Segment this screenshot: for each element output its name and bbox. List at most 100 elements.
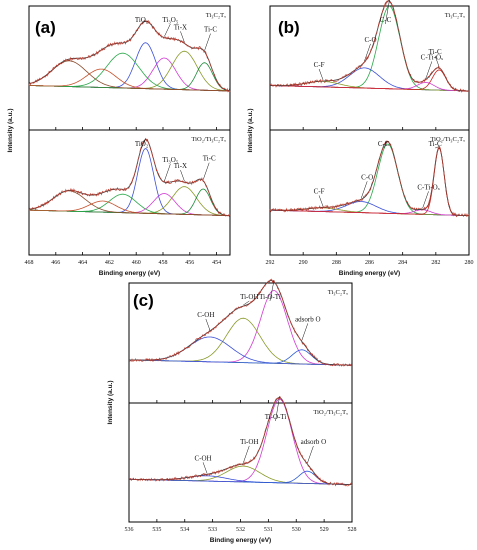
panel-b-sub0-peak-label-1: C-O bbox=[364, 36, 376, 44]
panel-a-tick-label-0: 468 bbox=[25, 260, 34, 266]
panel-a-sub1-peak-label-2: Ti-X bbox=[174, 162, 187, 170]
panel-a-x-axis-label: Binding energy (eV) bbox=[99, 270, 160, 277]
panel-c-sub1-pointer-0 bbox=[275, 396, 280, 422]
panel-a-sub1-pointer-3 bbox=[202, 162, 210, 180]
panel-a-sub0-raw-data bbox=[28, 19, 231, 93]
panel-c-sub0-sample-label: Ti₃C₂Tₓ bbox=[328, 289, 348, 296]
panel-c-sub1-peak-label-2: C-OH bbox=[194, 454, 211, 462]
panel-a-sub1-sample-label: TiO₂/Ti₃C₂Tₓ bbox=[191, 136, 226, 143]
panel-a-y-axis-label: Intensity (a.u.) bbox=[7, 108, 14, 152]
panel-a-sub1-pointer-2 bbox=[180, 170, 185, 182]
panel-b-sub0-peak-label-4: Ti-C bbox=[429, 48, 442, 56]
panel-a-sub1-pointer-1 bbox=[164, 164, 171, 182]
panel-a-sub1-pointer-0 bbox=[141, 138, 146, 149]
panel-c-sub1-peak-label-3: adsorb O bbox=[301, 438, 326, 446]
panel-c-sub1-sample-label: TiO₂/Ti₃C₂Tₓ bbox=[313, 409, 348, 416]
panel-b-sub0-pointer-3 bbox=[425, 61, 433, 79]
panel-a-sub0-peak-label-3: Ti-C bbox=[204, 26, 217, 34]
panel-a-sub1-peak-label-3: Ti-C bbox=[203, 155, 216, 163]
panel-c-x-axis-label: Binding energy (eV) bbox=[210, 537, 271, 544]
panel-b-sub0-pointer-4 bbox=[434, 55, 440, 67]
panel-b-sub0-sample-label: Ti₃C₂Tₓ bbox=[445, 12, 465, 19]
panel-a-tick-label-3: 462 bbox=[105, 260, 114, 266]
panel-c-sub0-pointer-0 bbox=[269, 280, 275, 302]
panel-a-sub0-sample-label: Ti₃C₂Tₓ bbox=[206, 12, 226, 19]
panel-b-letter: (b) bbox=[278, 18, 300, 37]
panel-a-sub0-peak-label-1: Ti₃O₅ bbox=[162, 16, 178, 24]
panel-b-sub0-peak-1 bbox=[270, 67, 470, 92]
panel-b-sub0-envelope bbox=[270, 0, 470, 92]
panel-a-sub1-peak-label-0: TiO₂ bbox=[135, 140, 149, 148]
panel-b-sub1-pointer-3 bbox=[422, 191, 429, 209]
panel-a-tick-label-6: 456 bbox=[185, 260, 194, 266]
panel-b-sub1-peak-label-0: C-C bbox=[378, 140, 390, 148]
panel-b-sub0-pointer-0 bbox=[385, 0, 390, 25]
panel-b-tick-label-6: 280 bbox=[465, 260, 474, 266]
panel-b-sub1-peak-4 bbox=[270, 147, 469, 216]
panel-c-sub1-peak-3 bbox=[129, 470, 352, 485]
panel-c-tick-label-2: 534 bbox=[180, 527, 189, 533]
panel-b-sub1-pointer-0 bbox=[383, 140, 388, 149]
panel-a-sub0-pointer-2 bbox=[180, 31, 185, 43]
panel-c-sub1-pointer-1 bbox=[243, 445, 250, 463]
panel-a-sub1-raw-data bbox=[28, 137, 231, 218]
panel-c-tick-label-8: 528 bbox=[348, 527, 357, 533]
panel-b-x-axis-label: Binding energy (eV) bbox=[339, 270, 400, 277]
panel-c-sub0-peak-label-2: C-OH bbox=[197, 311, 214, 319]
panel-a-sub0-pointer-3 bbox=[204, 33, 211, 51]
panel-b-tick-label-5: 282 bbox=[431, 260, 440, 266]
panel-b-sub0-peak-label-3: C-Ti-Oₓ bbox=[421, 53, 444, 61]
panel-c-sub0-pointer-1 bbox=[243, 300, 250, 306]
panel-c-sub0-peak-3 bbox=[129, 349, 352, 366]
panel-b-tick-label-0: 292 bbox=[266, 260, 275, 266]
panel-a-tick-label-2: 464 bbox=[78, 260, 87, 266]
panel-c-sub1-peak-label-0: Ti-O-Ti bbox=[265, 413, 287, 421]
panel-c-letter: (c) bbox=[133, 291, 154, 310]
panel-b-sub0-pointer-2 bbox=[318, 68, 324, 81]
panel-b-sub1-raw-data bbox=[269, 140, 470, 218]
panel-c-sub0-peak-1 bbox=[129, 317, 352, 366]
panel-b-sub0-raw-data bbox=[269, 0, 470, 93]
panel-c-sub0-raw-data bbox=[128, 278, 353, 367]
panel-a-sub1-peak-0 bbox=[29, 148, 231, 217]
panel-a-sub0-pointer-0 bbox=[141, 20, 146, 25]
panel-c-tick-label-1: 535 bbox=[152, 527, 161, 533]
panel-b-sub1-peak-label-2: C-F bbox=[314, 187, 325, 195]
panel-b-sub1-sample-label: TiO₂/Ti₃C₂Tₓ bbox=[430, 136, 465, 143]
panel-a-sub1-peak-label-1: Ti₃O₅ bbox=[162, 156, 178, 164]
panel-b-sub1-peak-label-1: C-O bbox=[361, 173, 373, 181]
panel-b-sub0-peak-label-2: C-F bbox=[314, 61, 325, 69]
panel-c-tick-label-0: 536 bbox=[125, 527, 134, 533]
panel-a-sub0-envelope bbox=[28, 20, 231, 92]
panel-c-sub1-pointer-2 bbox=[202, 462, 208, 474]
panel-b-sub1-peak-label-4: Ti-C bbox=[429, 140, 442, 148]
panel-c-tick-label-5: 531 bbox=[264, 527, 273, 533]
panel-c-tick-label-4: 532 bbox=[236, 527, 245, 533]
panel-b-tick-label-3: 286 bbox=[365, 260, 374, 266]
panel-c-sub0-pointer-2 bbox=[205, 318, 211, 331]
panel-a-letter: (a) bbox=[35, 18, 56, 37]
panel-c-tick-label-7: 529 bbox=[320, 527, 329, 533]
panel-c-y-axis-label: Intensity (a.u.) bbox=[107, 380, 114, 424]
panel-c-sub0-peak-label-1: Ti-OH bbox=[240, 293, 258, 301]
panel-a-tick-label-5: 458 bbox=[159, 260, 168, 266]
panel-c-sub1-peak-label-1: Ti-OH bbox=[240, 438, 258, 446]
panel-b-sub0-pointer-1 bbox=[364, 43, 371, 61]
panel-c-sub0-peak-label-3: adsorb O bbox=[295, 315, 320, 323]
panel-a-tick-label-4: 460 bbox=[132, 260, 141, 266]
panel-c-sub1-raw-data bbox=[128, 395, 353, 487]
panel-c-tick-label-3: 533 bbox=[208, 527, 217, 533]
panel-b-tick-label-1: 290 bbox=[299, 260, 308, 266]
panel-a-sub0-peak-label-0: TiO₂ bbox=[135, 16, 149, 24]
panel-b-sub1-pointer-1 bbox=[360, 181, 368, 199]
panel-b-sub0-peak-label-0: C-C bbox=[380, 16, 392, 24]
panel-b-sub0-peak-4 bbox=[270, 69, 470, 92]
panel-a-tick-label-7: 454 bbox=[212, 260, 221, 266]
panel-b-tick-label-4: 284 bbox=[398, 260, 407, 266]
panel-c-sub1-pointer-3 bbox=[307, 445, 314, 464]
panel-b-sub1-pointer-4 bbox=[435, 146, 440, 149]
panel-b-tick-label-2: 288 bbox=[332, 260, 341, 266]
panel-a-tick-label-1: 466 bbox=[51, 260, 60, 266]
panel-c-tick-label-6: 530 bbox=[292, 527, 301, 533]
